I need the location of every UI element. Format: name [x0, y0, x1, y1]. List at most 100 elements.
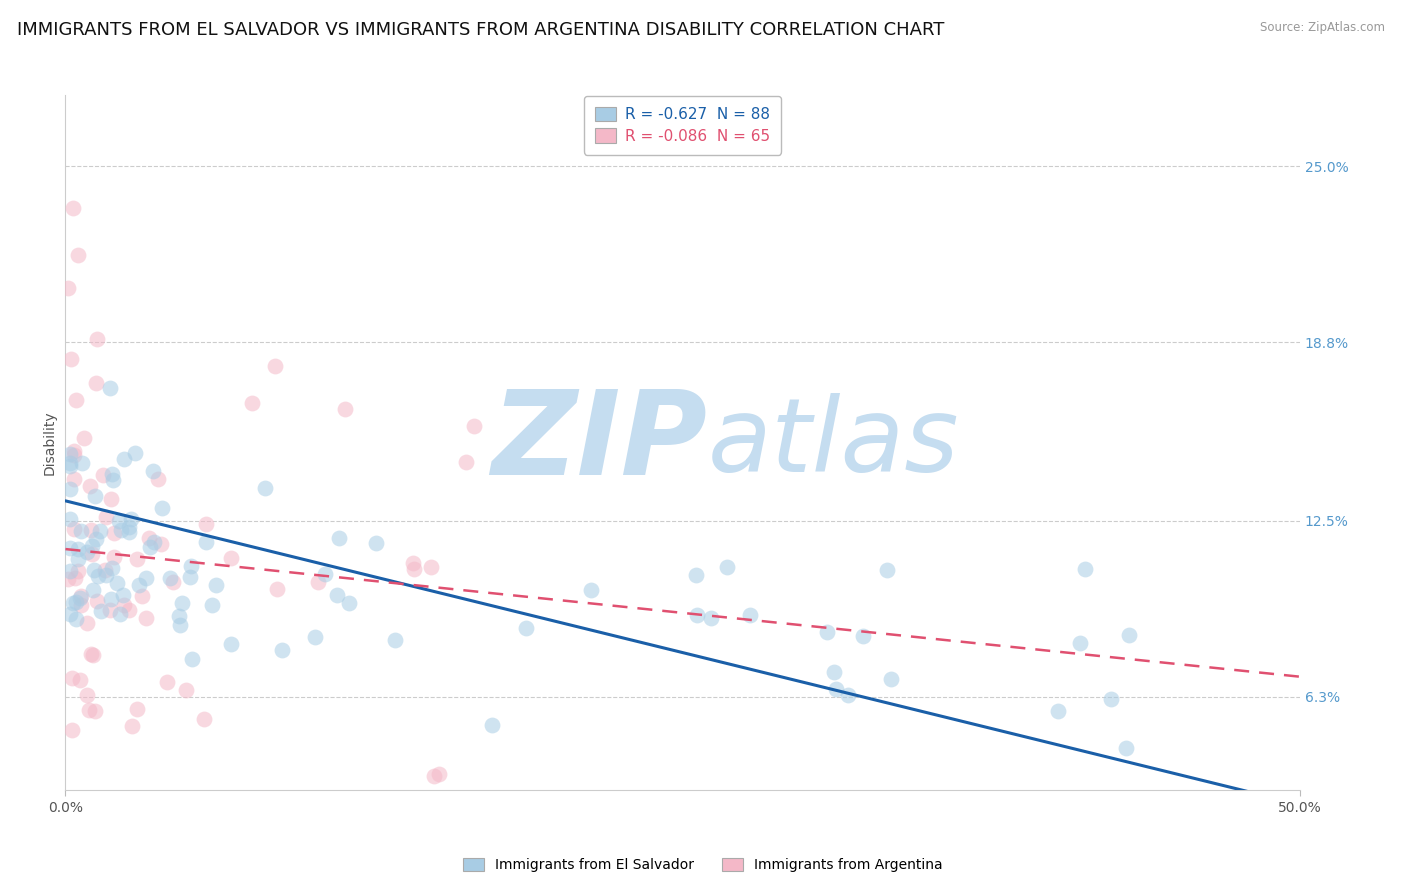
Point	[101, 474, 124, 488]
Point	[67, 564, 90, 578]
Point	[716, 559, 738, 574]
Point	[103, 525, 125, 540]
Point	[219, 551, 242, 566]
Point	[77, 703, 100, 717]
Point	[112, 451, 135, 466]
Point	[84, 490, 107, 504]
Point	[240, 395, 263, 409]
Point	[131, 589, 153, 603]
Point	[169, 609, 191, 624]
Text: IMMIGRANTS FROM EL SALVADOR VS IMMIGRANTS FROM ARGENTINA DISABILITY CORRELATION : IMMIGRANTS FROM EL SALVADOR VS IMMIGRANT…	[17, 21, 945, 38]
Legend: R = -0.627  N = 88, R = -0.086  N = 65: R = -0.627 N = 88, R = -0.086 N = 65	[583, 96, 782, 154]
Point	[118, 603, 141, 617]
Point	[90, 604, 112, 618]
Point	[264, 359, 287, 373]
Point	[155, 675, 177, 690]
Point	[73, 431, 96, 445]
Point	[82, 583, 104, 598]
Point	[481, 717, 503, 731]
Point	[738, 608, 761, 623]
Point	[59, 565, 82, 579]
Point	[76, 688, 98, 702]
Point	[65, 393, 87, 408]
Point	[100, 492, 122, 507]
Point	[94, 567, 117, 582]
Point	[1118, 628, 1140, 642]
Point	[62, 472, 84, 486]
Point	[364, 535, 387, 549]
Point	[162, 575, 184, 590]
Point	[111, 588, 134, 602]
Point	[108, 607, 131, 621]
Point	[463, 419, 485, 434]
Point	[56, 281, 79, 295]
Point	[60, 671, 83, 685]
Point	[108, 514, 131, 528]
Point	[76, 545, 98, 559]
Point	[91, 467, 114, 482]
Point	[98, 603, 121, 617]
Point	[454, 455, 477, 469]
Point	[128, 578, 150, 592]
Point	[314, 567, 336, 582]
Point	[515, 621, 537, 635]
Point	[404, 562, 426, 576]
Point	[402, 556, 425, 570]
Point	[384, 632, 406, 647]
Point	[59, 352, 82, 367]
Point	[326, 588, 349, 602]
Point	[101, 467, 124, 481]
Point	[103, 549, 125, 564]
Point	[195, 517, 218, 532]
Point	[118, 520, 141, 534]
Point	[66, 248, 89, 262]
Point	[79, 478, 101, 492]
Point	[150, 537, 173, 551]
Text: ZIP: ZIP	[491, 385, 707, 500]
Point	[1099, 692, 1122, 706]
Legend: Immigrants from El Salvador, Immigrants from Argentina: Immigrants from El Salvador, Immigrants …	[458, 853, 948, 878]
Point	[271, 643, 294, 657]
Point	[254, 481, 277, 495]
Point	[86, 594, 108, 608]
Point	[124, 446, 146, 460]
Point	[429, 767, 451, 781]
Point	[337, 596, 360, 610]
Point	[70, 598, 93, 612]
Point	[880, 672, 903, 686]
Point	[1074, 562, 1097, 576]
Point	[333, 401, 356, 416]
Point	[65, 612, 87, 626]
Point	[135, 571, 157, 585]
Point	[56, 572, 79, 586]
Point	[84, 376, 107, 391]
Y-axis label: Disability: Disability	[44, 410, 58, 475]
Point	[59, 607, 82, 622]
Point	[420, 559, 443, 574]
Point	[105, 576, 128, 591]
Point	[685, 567, 707, 582]
Point	[65, 595, 87, 609]
Point	[101, 560, 124, 574]
Point	[422, 769, 444, 783]
Point	[62, 202, 84, 216]
Point	[118, 524, 141, 539]
Point	[837, 688, 859, 702]
Point	[135, 611, 157, 625]
Point	[66, 551, 89, 566]
Point	[63, 522, 86, 536]
Point	[83, 704, 105, 718]
Point	[96, 509, 118, 524]
Point	[83, 563, 105, 577]
Point	[170, 596, 193, 610]
Point	[852, 629, 875, 643]
Point	[80, 647, 103, 661]
Point	[824, 682, 846, 697]
Point	[180, 652, 202, 666]
Point	[82, 648, 104, 662]
Point	[138, 532, 160, 546]
Point	[98, 381, 121, 395]
Point	[142, 464, 165, 478]
Point	[219, 637, 242, 651]
Point	[82, 547, 104, 561]
